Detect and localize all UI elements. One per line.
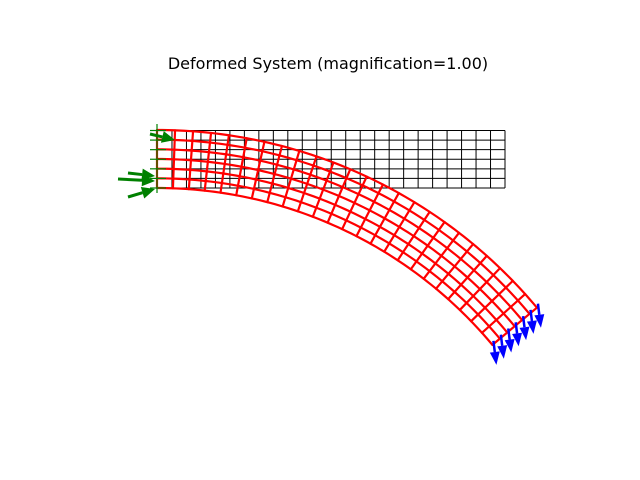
arrow-shaft — [492, 340, 497, 353]
reaction-arrow — [127, 168, 155, 181]
arrow-shaft — [507, 328, 511, 340]
load-arrows — [489, 303, 545, 365]
arrow-head — [141, 168, 155, 181]
arrow-head — [519, 326, 530, 341]
arrow-head — [140, 186, 155, 199]
reaction-arrow — [149, 131, 175, 143]
deformed-grid-longitudinal — [156, 138, 531, 315]
deformed-grid-longitudinal — [156, 186, 494, 346]
load-arrow — [497, 334, 508, 359]
reaction-arrow — [127, 186, 155, 199]
load-arrow — [534, 303, 545, 328]
arrow-head — [489, 351, 500, 365]
arrow-head — [526, 320, 537, 334]
deformed-mesh — [155, 128, 539, 346]
deformed-grid-longitudinal — [156, 157, 516, 328]
load-arrow — [504, 328, 515, 353]
arrow-head — [504, 338, 515, 353]
load-arrow — [519, 315, 530, 341]
support-markers — [150, 124, 166, 193]
arrow-shaft — [521, 315, 526, 328]
load-arrow — [489, 340, 500, 365]
arrow-shaft — [149, 132, 163, 139]
reaction-arrows — [117, 131, 175, 199]
arrow-head — [534, 314, 545, 328]
deformed-grid-longitudinal — [156, 148, 523, 321]
arrow-shaft — [514, 322, 519, 334]
arrow-shaft — [127, 191, 143, 199]
deformed-grid-longitudinal — [156, 177, 501, 340]
load-arrow — [512, 322, 523, 347]
deformed-grid-longitudinal — [156, 128, 538, 309]
load-arrow — [526, 309, 537, 334]
arrow-shaft — [499, 334, 504, 346]
arrow-shaft — [127, 171, 143, 177]
arrow-head — [160, 131, 175, 143]
arrow-head — [497, 345, 508, 359]
arrow-shaft — [536, 303, 541, 315]
arrow-shaft — [117, 177, 143, 182]
arrow-shaft — [529, 309, 534, 322]
deformed-grid-longitudinal — [156, 167, 509, 334]
plot-title: Deformed System (magnification=1.00) — [168, 54, 488, 73]
arrow-head — [512, 332, 523, 347]
